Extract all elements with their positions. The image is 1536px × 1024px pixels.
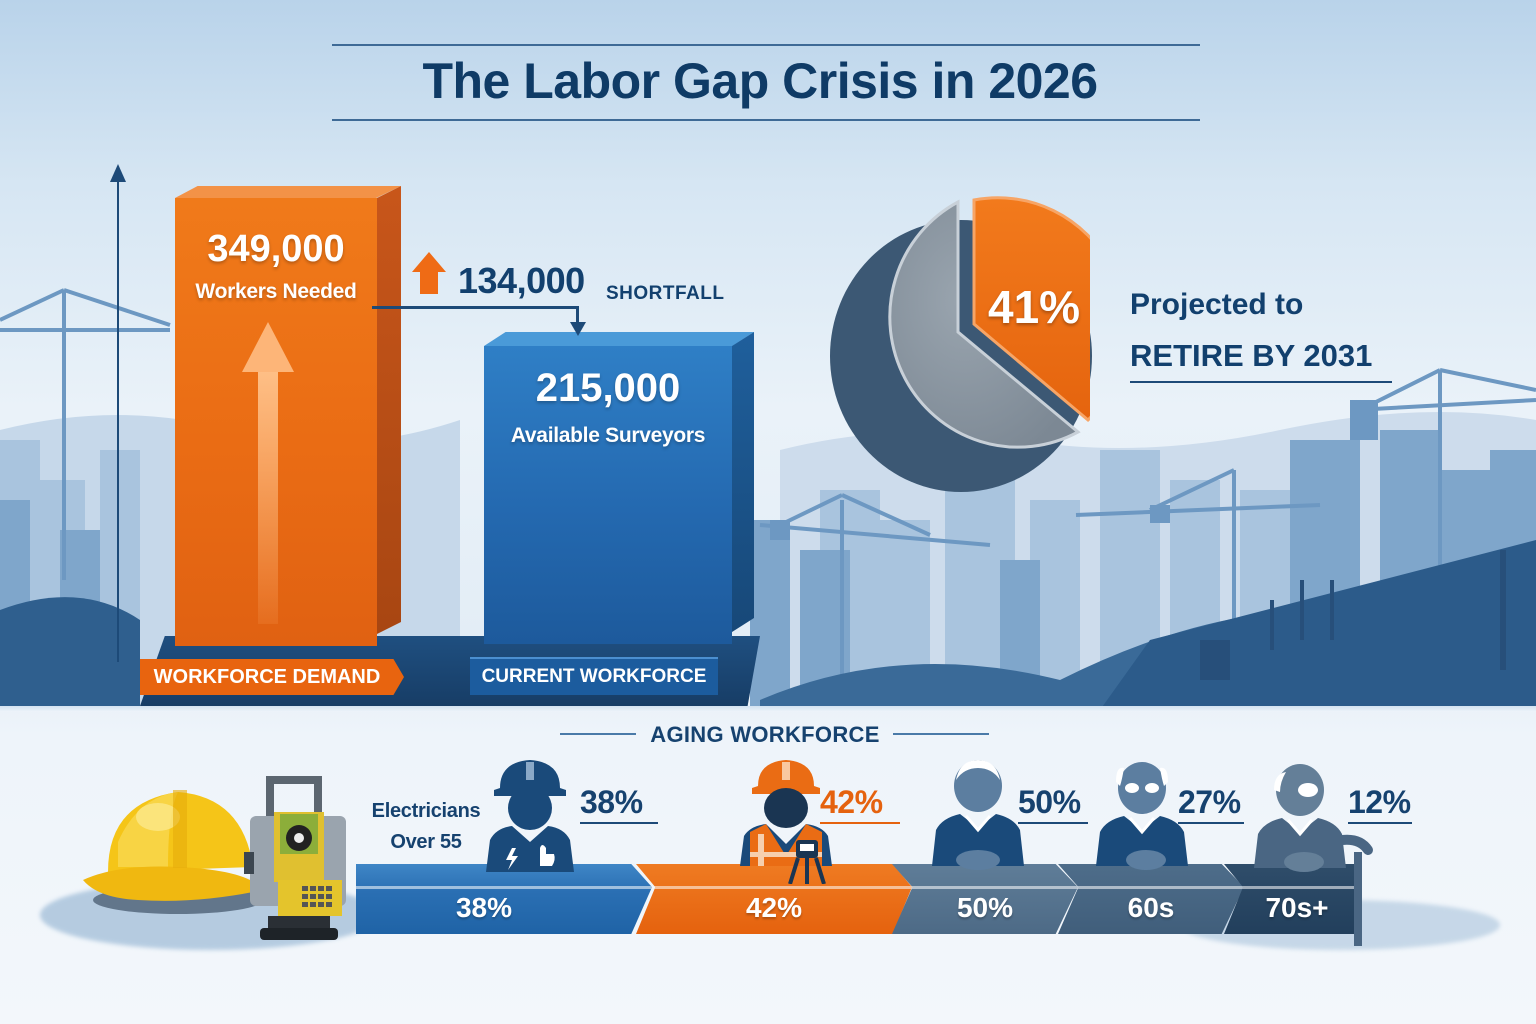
aging-rule-left	[560, 733, 636, 735]
arrow-up-icon	[412, 252, 446, 272]
segment-label: 70s+	[1265, 892, 1329, 923]
percent-underline	[1348, 822, 1412, 824]
page-title: The Labor Gap Crisis in 2026	[422, 53, 1098, 109]
section-divider	[0, 706, 1536, 712]
retirement-pie-chart	[888, 196, 1090, 449]
retire-caption-line2: RETIRE BY 2031	[1130, 338, 1373, 373]
gap-connector-line	[372, 306, 578, 309]
aging-percent-3: 50%	[1018, 784, 1081, 820]
aging-rule-right	[893, 733, 989, 735]
age-segment-2: 42%	[636, 864, 912, 934]
aging-workforce-title: AGING WORKFORCE	[650, 722, 880, 747]
supply-bar	[484, 346, 732, 644]
segment-label: 50%	[956, 892, 1014, 923]
supply-value: 215,000	[535, 366, 681, 410]
electricians-label-line2: Over 55	[390, 831, 462, 853]
retire-caption-line1: Projected to	[1130, 288, 1304, 321]
gap-connector-drop	[576, 306, 579, 328]
percent-underline	[1018, 822, 1088, 824]
retire-underline	[1130, 381, 1392, 383]
aging-percent-2: 42%	[820, 784, 883, 820]
shortfall-value: 134,000	[458, 260, 585, 301]
y-axis-line	[117, 172, 119, 662]
segment-divider	[356, 886, 652, 889]
arrow-up-shaft	[420, 270, 438, 294]
supply-caption: Available Surveyors	[510, 424, 706, 447]
percent-underline	[820, 822, 900, 824]
percent-underline	[1178, 822, 1244, 824]
segment-label: 42%	[745, 892, 803, 923]
segment-divider	[892, 886, 1078, 889]
age-segment-3: 50%	[892, 864, 1078, 934]
segment-label: 60s	[1127, 892, 1175, 923]
electrician-icon	[486, 760, 574, 872]
surveyor-icon	[740, 760, 832, 884]
segment-label: 38%	[455, 892, 513, 923]
electricians-label: Electricians Over 55	[366, 796, 486, 858]
aging-percent-5: 12%	[1348, 784, 1411, 820]
age-segment-1: 38%	[356, 864, 652, 934]
demand-caption: Workers Needed	[195, 280, 357, 303]
percent-underline	[580, 822, 658, 824]
segment-divider	[636, 886, 912, 889]
segment-divider	[1058, 886, 1244, 889]
total-station-icon	[244, 776, 346, 940]
growth-arrow-icon	[242, 322, 294, 372]
current-workforce-tag: CURRENT WORKFORCE	[470, 657, 718, 695]
segment-divider	[1224, 886, 1360, 889]
title-rule-bottom	[332, 119, 1200, 121]
arrow-down-icon	[570, 322, 586, 336]
older-worker-icon	[932, 760, 1024, 870]
demand-bar-top	[175, 186, 401, 198]
title-rule-top	[332, 44, 1200, 46]
growth-arrow-shaft	[258, 372, 278, 624]
age-segment-4: 60s	[1058, 864, 1244, 934]
supply-bar-side	[732, 332, 754, 632]
senior-worker-icon	[1096, 762, 1188, 870]
age-segment-5: 70s+	[1224, 864, 1360, 934]
elderly-worker-cane-icon	[1254, 764, 1373, 946]
aging-percent-4: 27%	[1178, 784, 1241, 820]
retire-percent: 41%	[988, 281, 1081, 333]
demand-value: 349,000	[207, 228, 345, 270]
workforce-demand-tag: WORKFORCE DEMAND	[140, 659, 404, 695]
demand-bar-side	[377, 186, 401, 634]
aging-percent-1: 38%	[580, 784, 643, 820]
supply-bar-top	[484, 332, 754, 346]
shortfall-label: SHORTFALL	[606, 283, 725, 304]
electricians-label-line1: Electricians	[371, 800, 481, 822]
hard-hat-icon	[83, 790, 263, 914]
